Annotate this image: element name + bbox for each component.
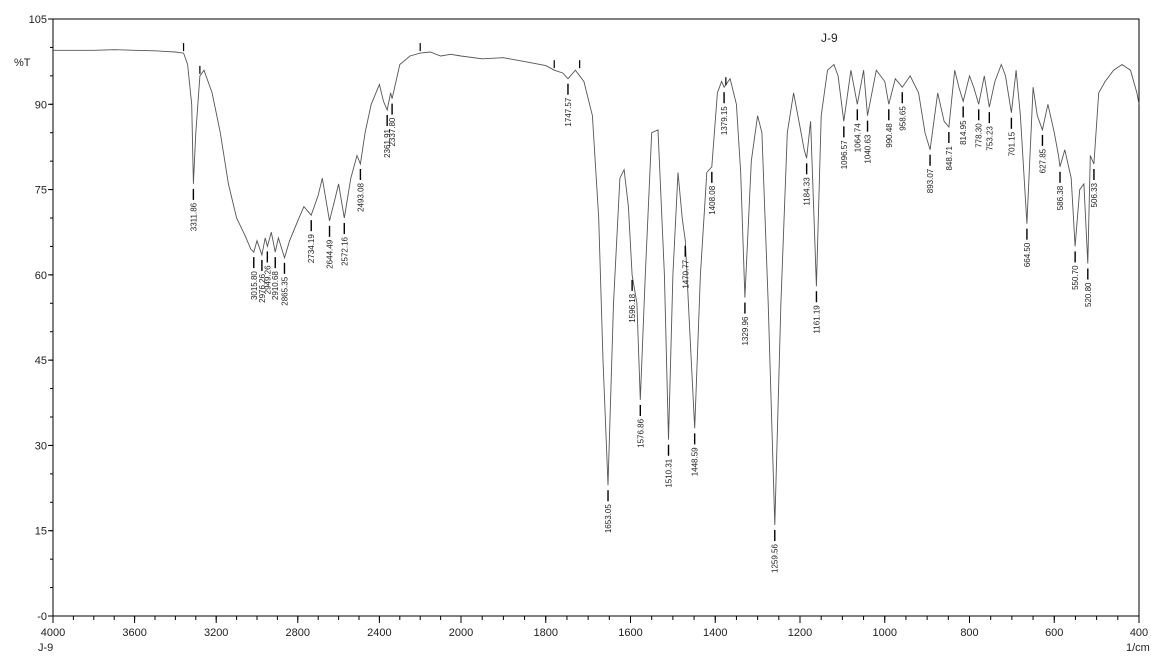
peak-label: 1161.19 [812,305,821,334]
peak-label: 2493.08 [356,182,365,211]
peak-label: 664.50 [1023,242,1032,267]
x-tick-label: 1600 [618,627,642,639]
x-tick-label: 3600 [122,627,146,639]
peak-label: 814.95 [959,120,968,145]
peak-label: 3015.80 [250,271,259,300]
y-tick-label: 75 [35,185,47,197]
y-tick-label: 15 [35,526,47,538]
peak-label: 1184.33 [803,177,812,206]
axes [52,18,1140,617]
peak-label: 3311.86 [189,202,198,231]
peak-label: 2572.16 [340,236,349,265]
peak-label: 1576.86 [636,418,645,447]
peak-label: 848.71 [945,145,954,170]
y-tick-label: 105 [29,14,47,26]
peak-label: 1408.08 [708,185,717,214]
x-tick-label: 600 [1045,627,1063,639]
peak-label: 506.33 [1090,182,1099,207]
peak-label: 2910.68 [271,271,280,300]
peak-label: 1040.63 [864,134,873,163]
peak-label: 893.07 [926,168,935,193]
x-tick-label: 2800 [286,627,310,639]
x-tick-label: 2400 [367,627,391,639]
x-tick-label: 400 [1130,627,1148,639]
peak-label: 753.23 [985,126,994,151]
peak-label: 1596.18 [628,293,637,322]
x-tick-label: 800 [960,627,978,639]
peak-label: 990.48 [885,123,894,148]
peak-label: 550.70 [1071,265,1080,290]
peak-label: 1653.05 [604,504,613,533]
peak-label: 2734.19 [307,234,316,263]
x-tick-label: 1000 [873,627,897,639]
spectrum-layer [53,49,1140,526]
peak-label: 2644.49 [326,239,335,268]
peak-label: 627.85 [1038,148,1047,173]
x-tick-label: 1800 [534,627,558,639]
peak-label: 1470.77 [681,259,690,288]
ticks: 105 90 75 60 45 30 15 -0 4000 3600 3200 2800 2400 200… [29,14,1149,639]
peak-label: 1448.59 [691,447,700,476]
x-tick-label: 3200 [204,627,228,639]
peak-label: 958.65 [898,106,907,131]
y-tick-label: -0 [37,611,47,623]
peak-label: 2337.80 [388,117,397,146]
peak-label: 1510.31 [665,458,674,487]
x-tick-label: 1200 [788,627,812,639]
peak-label: 2976.26 [258,273,267,302]
y-tick-label: 90 [35,99,47,111]
peak-label: 586.38 [1056,185,1065,210]
chart-title: J-9 [821,31,838,45]
peak-label: 1379.15 [720,106,729,135]
x-tick-label: 1400 [703,627,727,639]
peak-label: 1747.57 [564,97,573,126]
x-axis-label: 1/cm [1126,642,1150,654]
peak-label: 1096.57 [840,140,849,169]
spectrum-line [53,49,1140,526]
x-tick-label: 4000 [41,627,65,639]
x-tick-label: 2000 [449,627,473,639]
plot-frame [52,18,1140,617]
peak-label: 2949.26 [263,265,272,294]
peak-label: 1064.74 [853,123,862,152]
peak-label: 520.80 [1084,282,1093,307]
y-tick-label: 30 [35,440,47,452]
peak-label: 2361.91 [383,128,392,157]
y-tick-label: 45 [35,355,47,367]
peak-label: 2865.35 [280,276,289,305]
peak-label: 1259.56 [771,543,780,572]
y-tick-label: 60 [35,270,47,282]
x-axis-corner-label: J-9 [38,642,53,654]
peak-label: 1329.96 [741,316,750,345]
peak-label: 778.30 [975,123,984,148]
peak-label: 701.15 [1007,131,1016,156]
y-axis-label: %T [14,57,31,69]
